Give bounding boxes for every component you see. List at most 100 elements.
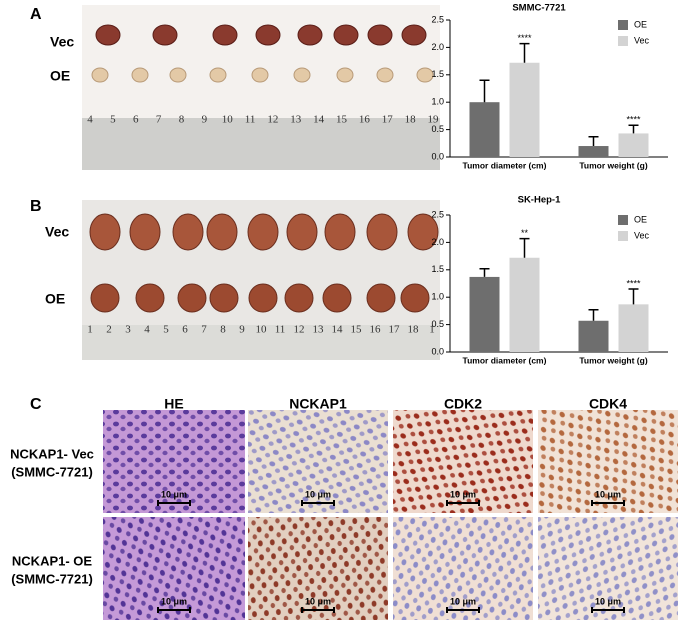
legend-label: Vec [634,230,650,240]
y-tick-label: 1.5 [431,264,444,274]
ruler-number: 1 [87,324,93,336]
error-bar [519,42,530,63]
tumor [324,213,356,251]
ruler-number: 4 [144,324,150,336]
tumor [286,213,318,251]
ruler-number: 10 [256,324,268,336]
tumor [297,24,323,46]
panel-label: A [30,6,42,23]
ruler-number: 13 [313,324,325,336]
x-tick-label: Tumor weight (g) [579,160,647,170]
ruler-number: 5 [163,324,169,336]
tumor [251,67,269,83]
ruler-number: 15 [351,324,363,336]
ruler-number: 3 [125,324,131,336]
y-tick-label: 0.5 [431,319,444,329]
tumor [336,67,354,83]
scale-bar-label: 10 μm [595,489,621,499]
micrograph [103,517,245,620]
tumor [177,283,207,313]
scale-bar [157,607,191,613]
error-bar [588,309,599,321]
x-tick-label: Tumor diameter (cm) [463,355,547,365]
ruler-number: 12 [267,114,278,126]
error-bar [588,135,599,147]
y-tick-label: 2.0 [431,237,444,247]
chart-title: SMMC-7721 [512,3,566,14]
scale-bar-label: 10 μm [305,489,331,499]
scale-bar-label: 10 μm [595,596,621,606]
tumor [255,24,281,46]
error-bar [479,267,490,277]
significance: ** [521,228,529,238]
row-label: Vec [45,224,69,240]
error-bar [519,237,530,258]
scale-bar [591,607,625,613]
ruler-number: 11 [275,324,286,336]
tumor [407,213,439,251]
scale-bar [446,500,480,506]
ruler-number: 18 [408,324,420,336]
row-label: NCKAP1- Vec [10,446,94,461]
ruler-number: 4 [87,114,93,126]
y-tick-label: 1.0 [431,97,444,107]
legend-swatch [618,231,628,241]
micrograph [538,517,678,620]
ruler-number: 2 [106,324,112,336]
tumor [416,67,434,83]
scale-bar [157,500,191,506]
tumor [401,24,427,46]
tumor [152,24,178,46]
scale-bar-label: 10 μm [161,489,187,499]
tumor [169,67,187,83]
ruler-number: 9 [202,114,208,126]
ruler-number: 16 [370,324,382,336]
ruler-number: 8 [220,324,226,336]
tumor [135,283,165,313]
tumor [95,24,121,46]
column-header: CDK2 [444,396,482,412]
tumor [131,67,149,83]
scale-bar-label: 10 μm [305,596,331,606]
legend-label: OE [634,214,647,224]
ruler-a [82,118,440,170]
error-bar [628,124,639,134]
y-tick-label: 0.0 [431,151,444,161]
x-tick-label: Tumor diameter (cm) [463,160,547,170]
error-bar [628,288,639,305]
ruler-number: 7 [156,114,162,126]
y-tick-label: 0.0 [431,346,444,356]
ruler-number: 9 [239,324,245,336]
x-tick-label: Tumor weight (g) [579,355,647,365]
bar [578,146,609,157]
ruler-number: 15 [336,114,348,126]
tumor [129,213,161,251]
micrograph [393,410,533,513]
scale-bar-label: 10 μm [450,489,476,499]
y-tick-label: 0.5 [431,124,444,134]
ruler-number: 11 [245,114,256,126]
micrograph [393,517,533,620]
micrograph [538,410,678,513]
ruler-number: 1 [429,324,435,336]
micrograph [248,517,388,620]
scale-bar [591,500,625,506]
scale-bar [446,607,480,613]
ruler-number: 16 [359,114,371,126]
bar [618,304,649,352]
tumor [247,213,279,251]
panel-label: B [30,198,42,215]
y-tick-label: 2.5 [431,14,444,24]
bar [469,102,500,157]
tumor [322,283,352,313]
column-header: NCKAP1 [289,396,347,412]
tumor [209,67,227,83]
bar [578,320,609,352]
significance: **** [517,33,532,43]
error-bar [479,79,490,103]
legend-swatch [618,215,628,225]
panel-label: C [30,396,42,413]
bar [618,133,649,157]
tumor [248,283,278,313]
